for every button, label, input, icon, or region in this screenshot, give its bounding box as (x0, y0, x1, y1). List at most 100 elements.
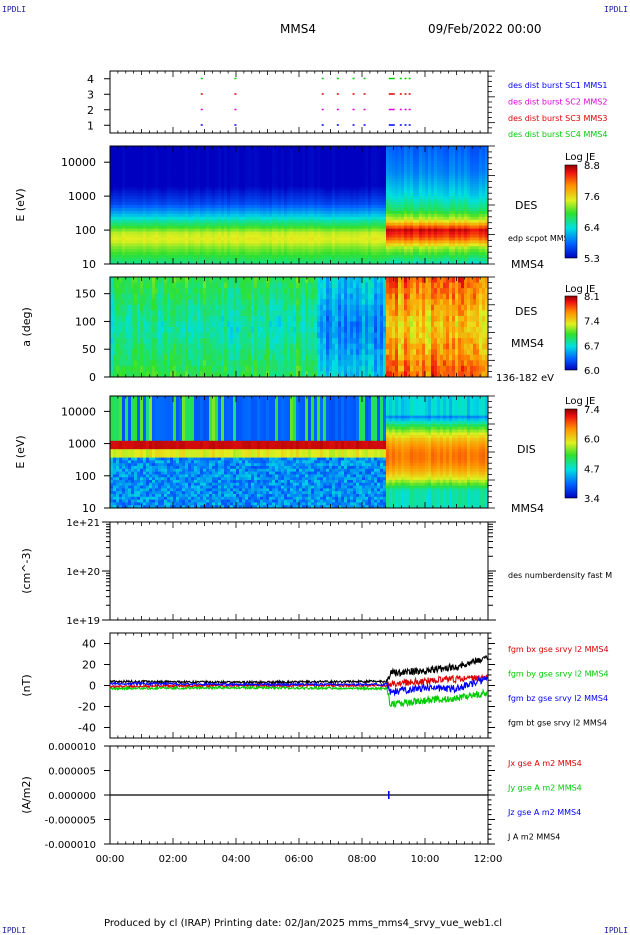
burst-mark (337, 93, 339, 95)
y-axis-label: E (eV) (14, 435, 27, 468)
energy-range-label: 136-182 eV (496, 373, 554, 384)
y-tick-label: 20 (82, 659, 96, 672)
colorbar-tick-label: 7.4 (584, 405, 600, 416)
burst-mark (364, 124, 366, 126)
des-energy-heatmap (110, 146, 488, 264)
burst-mark (409, 124, 411, 126)
burst-mark (389, 93, 395, 95)
burst-mark (322, 124, 324, 126)
burst-mark (389, 78, 395, 80)
y-tick-label: 150 (75, 288, 96, 301)
y-axis-label: (nT) (20, 674, 33, 696)
y-tick-label: 1000 (68, 438, 96, 451)
burst-mark (400, 93, 402, 95)
colorbar-tick-label: 5.3 (584, 254, 600, 265)
burst-mark (353, 109, 355, 111)
y-tick-label: -40 (78, 722, 96, 735)
burst-mark (400, 109, 402, 111)
burst-mark (353, 78, 355, 80)
y-tick-label: -20 (78, 701, 96, 714)
x-tick-label: 04:00 (222, 854, 251, 865)
colorbar-tick-label: 4.7 (584, 464, 600, 475)
y-tick-label: 10 (82, 502, 96, 515)
burst-mark (201, 78, 203, 80)
y-tick-label: 1000 (68, 190, 96, 203)
y-tick-label: 1e+19 (66, 616, 100, 627)
burst-mark (234, 78, 236, 80)
y-tick-label: 0.000010 (48, 742, 96, 753)
colorbar (565, 409, 577, 498)
x-tick-label: 00:00 (96, 854, 125, 865)
y-tick-label: 40 (82, 638, 96, 651)
legend-current-2: Jy gse A m2 MMS4 (507, 784, 582, 793)
legend-current-4: J A m2 MMS4 (507, 833, 560, 842)
colorbar-tick-label: 3.4 (584, 494, 600, 505)
legend-burst-1: des dist burst SC1 MMS1 (508, 81, 607, 90)
burst-mark (409, 109, 411, 111)
panel-burst-frame (110, 71, 488, 133)
burst-mark (201, 109, 203, 111)
panel-density-frame (110, 522, 488, 620)
y-tick-label: 0.000000 (48, 791, 96, 802)
burst-mark (389, 109, 395, 111)
y-tick-label: 10 (82, 258, 96, 271)
burst-mark (405, 109, 407, 111)
y-tick-label: 100 (75, 470, 96, 483)
x-tick-label: 08:00 (348, 854, 377, 865)
colorbar-tick-label: 6.7 (584, 341, 600, 352)
burst-mark (364, 109, 366, 111)
burst-mark (405, 93, 407, 95)
y-tick-label: 0.000005 (48, 767, 96, 778)
y-tick-label: -0.000010 (45, 840, 96, 851)
legend-bfield-4: fgm bt gse srvy l2 MMS4 (508, 719, 607, 728)
sublabel: MMS4 (511, 258, 544, 271)
y-tick-label: 10000 (61, 156, 96, 169)
legend-bfield-3: fgm bz gse srvy l2 MMS4 (508, 694, 608, 703)
burst-mark (234, 93, 236, 95)
burst-mark (389, 124, 395, 126)
burst-mark (353, 124, 355, 126)
x-tick-label: 02:00 (159, 854, 188, 865)
bfield-series-2 (110, 687, 488, 707)
sublabel: MMS4 (511, 337, 544, 350)
y-axis-label: (A/m2) (20, 776, 33, 814)
legend-density: des numberdensity fast M (508, 571, 612, 580)
instrument-label: DES (515, 199, 537, 212)
x-tick-label: 12:00 (474, 854, 503, 865)
x-tick-label: 10:00 (411, 854, 440, 865)
colorbar-tick-label: 7.6 (584, 192, 600, 203)
burst-mark (201, 93, 203, 95)
x-tick-label: 06:00 (285, 854, 314, 865)
burst-mark (322, 109, 324, 111)
instrument-label: DIS (517, 443, 536, 456)
y-tick-label: 0 (89, 371, 96, 384)
burst-mark (337, 78, 339, 80)
burst-mark (234, 124, 236, 126)
y-tick-label: 100 (75, 315, 96, 328)
dis-energy-heatmap (110, 396, 488, 508)
overlay-label: edp scpot MMS4 (508, 234, 574, 243)
colorbar-tick-label: 6.0 (584, 435, 600, 446)
y-tick-label: 100 (75, 224, 96, 237)
colorbar-tick-label: 8.8 (584, 161, 600, 172)
instrument-label: DES (515, 305, 537, 318)
colorbar (565, 296, 577, 370)
colorbar-tick-label: 6.4 (584, 223, 600, 234)
legend-current-1: Jx gse A m2 MMS4 (507, 759, 582, 768)
y-tick-label: 1e+20 (66, 567, 100, 578)
burst-mark (322, 78, 324, 80)
burst-mark (409, 78, 411, 80)
legend-current-3: Jz gse A m2 MMS4 (507, 808, 581, 817)
burst-mark (364, 78, 366, 80)
sublabel: MMS4 (511, 502, 544, 515)
burst-mark (405, 124, 407, 126)
y-tick-label: 4 (87, 73, 94, 86)
y-tick-label: 0 (89, 680, 96, 693)
burst-mark (353, 93, 355, 95)
colorbar-tick-label: 8.1 (584, 292, 600, 303)
legend-bfield-1: fgm bx gse srvy l2 MMS4 (508, 645, 609, 654)
burst-mark (364, 93, 366, 95)
legend-burst-3: des dist burst SC3 MMS3 (508, 114, 607, 123)
burst-mark (234, 109, 236, 111)
